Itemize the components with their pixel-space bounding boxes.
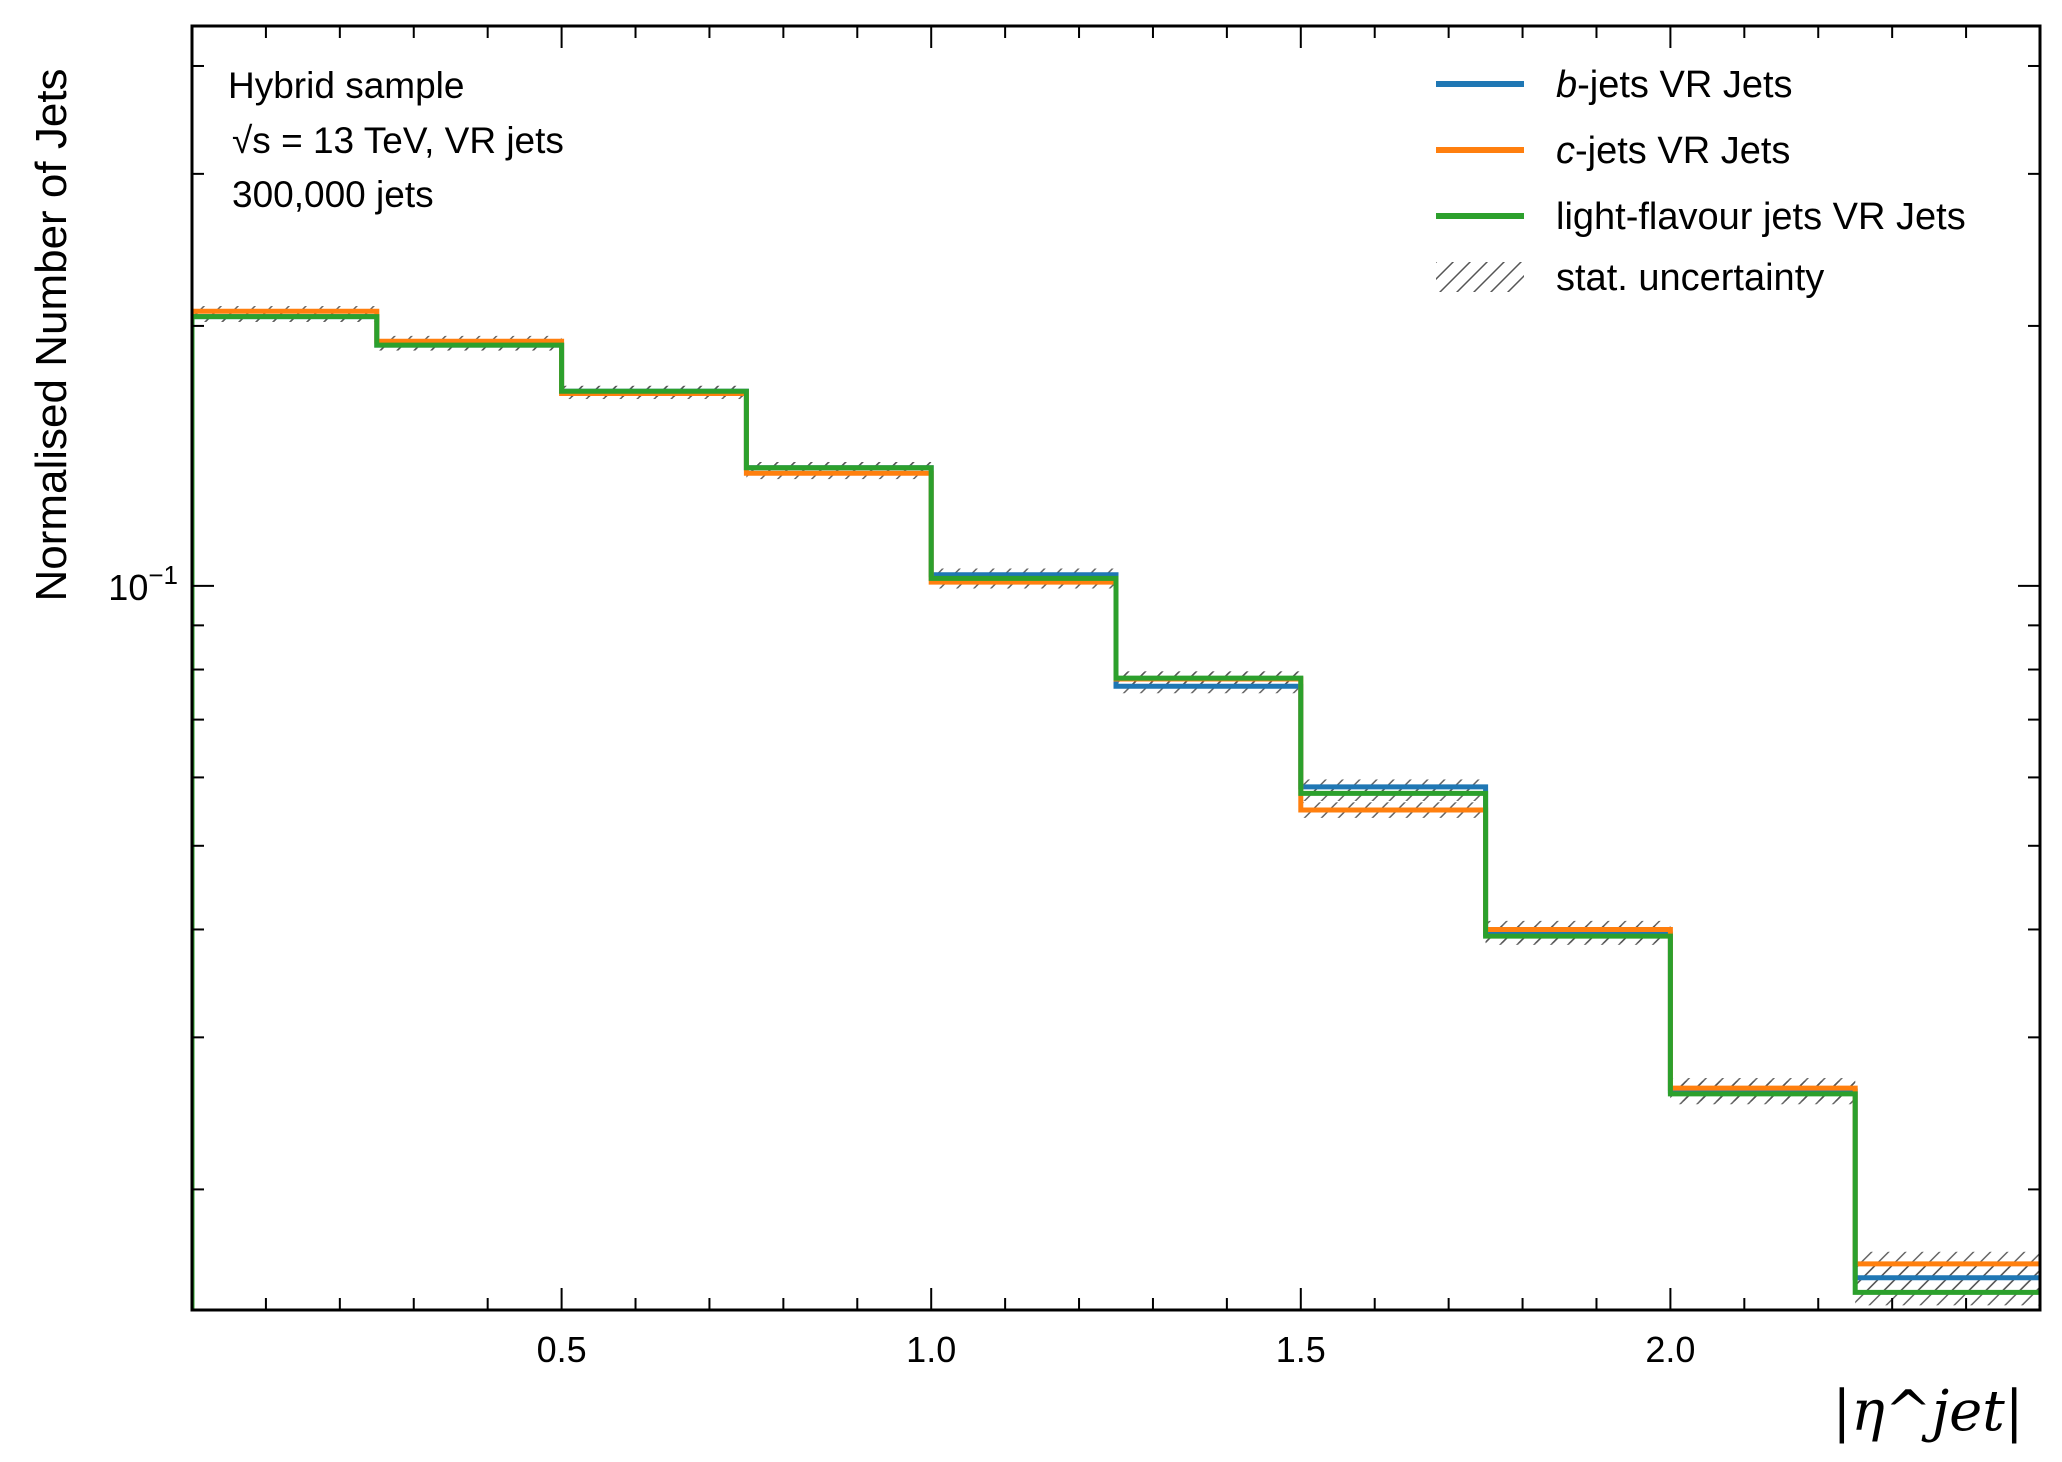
legend-entry-c-jets: c-jets VR Jets [1436, 130, 1790, 172]
annotation-block: Hybrid sample √s = 13 TeV, VR jets 300,0… [228, 65, 564, 215]
x-tick-label: 1.5 [1276, 1329, 1326, 1370]
legend: b-jets VR Jets c-jets VR Jets light-flavou… [1436, 64, 1966, 299]
x-axis: 0.5 1.0 1.5 2.0 [264, 26, 1968, 1370]
legend-label: b-jets VR Jets [1556, 64, 1793, 106]
y-tick-label: 10−1 [108, 560, 178, 608]
annotation-energy: √s = 13 TeV, VR jets [232, 120, 564, 161]
x-tick-label: 0.5 [537, 1329, 587, 1370]
svg-text:|η^jet|: |η^jet| [1832, 1379, 2023, 1444]
series-line-b-jets [192, 314, 2040, 1310]
legend-entry-uncertainty: stat. uncertainty [1436, 257, 1824, 299]
series-line-c-jets [192, 308, 2040, 1310]
legend-label: stat. uncertainty [1556, 257, 1824, 299]
legend-label: c-jets VR Jets [1556, 130, 1790, 172]
plot-area [192, 306, 2040, 1310]
plot-frame [190, 24, 2042, 1312]
series-line-light-jets [192, 314, 2040, 1310]
y-axis-label: Normalised Number of Jets [27, 68, 76, 601]
annotation-count: 300,000 jets [232, 174, 434, 215]
legend-label: light-flavour jets VR Jets [1556, 196, 1966, 238]
x-tick-label: 2.0 [1645, 1329, 1695, 1370]
x-tick-label: 1.0 [906, 1329, 956, 1370]
annotation-sample: Hybrid sample [228, 65, 464, 106]
legend-entry-b-jets: b-jets VR Jets [1436, 64, 1793, 106]
legend-entry-light-jets: light-flavour jets VR Jets [1436, 196, 1966, 238]
legend-hatch-swatch [1436, 262, 1524, 292]
x-axis-label: |η^jet| [1832, 1379, 2023, 1444]
